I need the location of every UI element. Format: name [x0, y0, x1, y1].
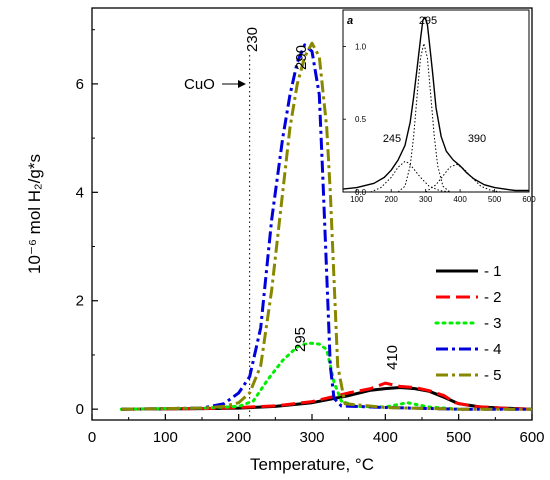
inset-x-tick-label: 600 — [522, 195, 536, 204]
inset-x-tick-label: 400 — [453, 195, 467, 204]
y-axis-title: 10⁻⁶ mol H₂/g*s — [25, 154, 44, 274]
series-line-1 — [121, 386, 533, 411]
x-axis-title: Temperature, °C — [250, 455, 374, 474]
inset-y-tick-label: 0.0 — [355, 188, 367, 197]
series-line-2 — [121, 381, 533, 411]
annotation-230: 230 — [244, 27, 261, 52]
x-tick-label: 300 — [299, 429, 324, 446]
legend-label-4: - 4 — [484, 341, 502, 358]
y-tick-label: 2 — [76, 293, 84, 310]
y-tick-label: 0 — [76, 401, 84, 418]
inset-axis-ticks: 100 200 300 400 500 600 0.0 0.5 1.0 — [343, 42, 536, 204]
annotation-cuo: CuO — [184, 76, 215, 93]
annotation-290: 290 — [293, 45, 310, 70]
series-line-4 — [121, 43, 532, 411]
x-tick-label: 500 — [446, 429, 471, 446]
inset-annotation-245: 245 — [383, 133, 401, 145]
inset-x-tick-label: 200 — [385, 195, 399, 204]
legend: - 1 - 2 - 3 - 4 - 5 — [434, 263, 502, 384]
inset-x-tick-label: 500 — [488, 195, 502, 204]
inset-series-line-1 — [342, 16, 529, 192]
annotation-295: 295 — [292, 327, 309, 352]
inset-series-group — [342, 16, 529, 193]
legend-label-1: - 1 — [484, 263, 502, 280]
x-tick-label: 400 — [373, 429, 398, 446]
inset-panel-label: a — [347, 15, 353, 27]
x-tick-label: 100 — [153, 429, 178, 446]
inset-series-line-4 — [425, 163, 502, 193]
x-tick-label: 0 — [88, 429, 96, 446]
legend-label-2: - 2 — [484, 289, 502, 306]
inset-y-tick-label: 1.0 — [355, 42, 367, 51]
main-axis-ticks: 0 100 200 300 400 500 600 0 2 4 6 — [76, 29, 545, 446]
series-line-5 — [121, 41, 532, 411]
inset-y-tick-label: 0.5 — [355, 115, 367, 124]
inset-x-tick-label: 100 — [350, 195, 364, 204]
y-tick-label: 4 — [76, 184, 84, 201]
cuo-arrow — [222, 80, 246, 88]
inset-x-tick-label: 300 — [419, 195, 433, 204]
legend-label-5: - 5 — [484, 367, 502, 384]
series-line-3 — [119, 341, 461, 411]
x-tick-label: 200 — [226, 429, 251, 446]
annotation-410: 410 — [384, 345, 401, 370]
inset-annotation-295: 295 — [419, 15, 437, 27]
x-tick-label: 600 — [519, 429, 544, 446]
inset-annotation-390: 390 — [468, 133, 486, 145]
main-series-group — [119, 41, 533, 411]
y-tick-label: 6 — [76, 76, 84, 93]
legend-label-3: - 3 — [484, 315, 502, 332]
